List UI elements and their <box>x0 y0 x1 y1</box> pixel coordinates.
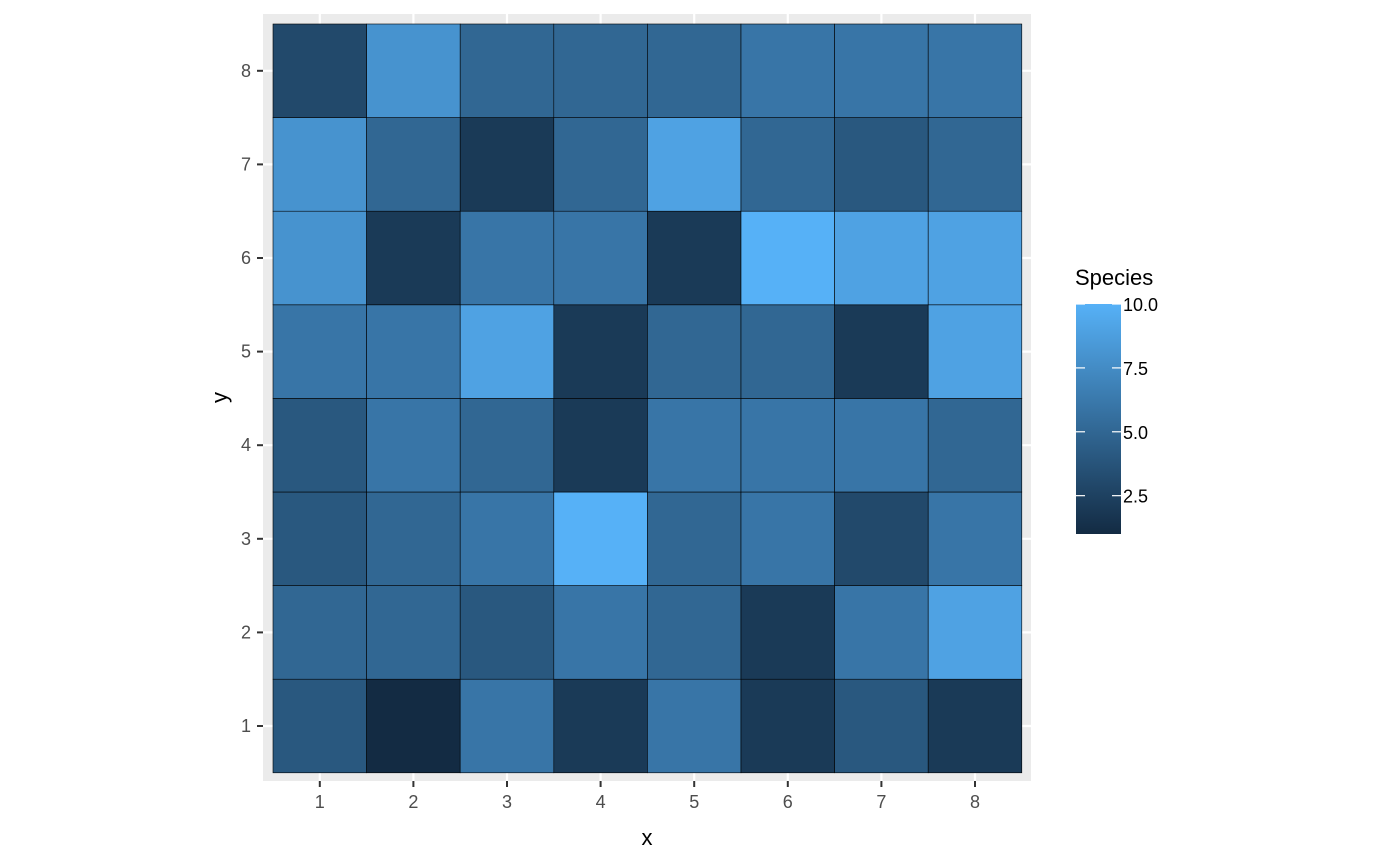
y-axis: 1 2 3 4 5 6 7 8 <box>241 61 263 736</box>
heatmap-tile <box>272 210 367 306</box>
x-tick-label: 3 <box>502 792 512 812</box>
heatmap-tile <box>927 304 1023 399</box>
legend-colorbar <box>1076 304 1121 534</box>
heatmap-tile <box>740 117 835 212</box>
heatmap-tile <box>647 117 742 212</box>
heatmap-tile <box>740 304 835 399</box>
heatmap-tile <box>272 678 367 774</box>
heatmap-tile <box>272 398 367 493</box>
heatmap-tile <box>647 585 742 680</box>
x-tick-label: 6 <box>783 792 793 812</box>
heatmap-tile <box>740 678 835 774</box>
y-tick-label: 1 <box>241 716 251 736</box>
heatmap-tile <box>553 117 648 212</box>
heatmap-tile <box>459 117 555 212</box>
legend-break-label: 2.5 <box>1123 487 1148 507</box>
heatmap-tile <box>553 304 648 399</box>
heatmap-tile <box>366 398 461 493</box>
heatmap-tile <box>459 491 555 586</box>
heatmap-tile <box>647 678 742 774</box>
heatmap-tile <box>459 23 555 118</box>
color-legend: Species 2.5 5.0 7.5 10.0 <box>1075 265 1158 534</box>
y-tick-label: 3 <box>241 529 251 549</box>
y-tick-label: 8 <box>241 61 251 81</box>
heatmap-tile <box>834 210 929 306</box>
heatmap-tile <box>553 491 648 586</box>
y-tick-label: 5 <box>241 342 251 362</box>
heatmap-tile <box>740 210 835 306</box>
heatmap-tile <box>647 210 742 306</box>
x-axis-title: x <box>642 825 653 850</box>
heatmap-tile <box>272 117 367 212</box>
heatmap-tile <box>927 678 1023 774</box>
x-tick-label: 2 <box>408 792 418 812</box>
y-tick-label: 2 <box>241 622 251 642</box>
x-tick-label: 4 <box>596 792 606 812</box>
heatmap-tile <box>927 398 1023 493</box>
heatmap-tile <box>366 678 461 774</box>
heatmap-tile <box>740 23 835 118</box>
legend-title: Species <box>1075 265 1153 290</box>
heatmap-tile <box>927 585 1023 680</box>
heatmap-tile <box>553 23 648 118</box>
heatmap-tile <box>366 491 461 586</box>
heatmap-tile <box>272 304 367 399</box>
heatmap-tile <box>553 210 648 306</box>
heatmap-tile <box>553 398 648 493</box>
y-axis-title: y <box>207 392 232 403</box>
x-tick-label: 1 <box>315 792 325 812</box>
heatmap-tile <box>647 491 742 586</box>
heatmap-tile <box>366 304 461 399</box>
y-tick-label: 6 <box>241 248 251 268</box>
heatmap-tile <box>927 23 1023 118</box>
heatmap-tile <box>366 585 461 680</box>
heatmap-tile <box>459 678 555 774</box>
heatmap-tile <box>834 23 929 118</box>
y-tick-label: 7 <box>241 154 251 174</box>
heatmap-tile <box>740 585 835 680</box>
heatmap-tile <box>459 210 555 306</box>
legend-break-label: 10.0 <box>1123 295 1158 315</box>
heatmap-tile <box>366 23 461 118</box>
legend-break-label: 5.0 <box>1123 423 1148 443</box>
heatmap-tile <box>647 304 742 399</box>
heatmap-tile <box>459 304 555 399</box>
heatmap-tile <box>647 23 742 118</box>
x-axis: 1 2 3 4 5 6 7 8 <box>315 781 980 812</box>
x-tick-label: 8 <box>970 792 980 812</box>
heatmap-tile <box>927 117 1023 212</box>
heatmap-tile <box>834 491 929 586</box>
heatmap-tile <box>647 398 742 493</box>
heatmap-tile <box>459 398 555 493</box>
heatmap-tile <box>272 491 367 586</box>
heatmap-tile <box>834 585 929 680</box>
heatmap-tile <box>834 304 929 399</box>
heatmap-tile <box>834 117 929 212</box>
heatmap-tile <box>553 678 648 774</box>
heatmap-tile <box>834 678 929 774</box>
heatmap-tile <box>927 491 1023 586</box>
heatmap-tiles <box>272 23 1023 774</box>
heatmap-tile <box>834 398 929 493</box>
x-tick-label: 7 <box>876 792 886 812</box>
heatmap-tile <box>366 210 461 306</box>
heatmap-tile <box>740 491 835 586</box>
y-tick-label: 4 <box>241 435 251 455</box>
heatmap-tile <box>272 23 367 118</box>
heatmap-tile <box>366 117 461 212</box>
heatmap-tile <box>927 210 1023 306</box>
heatmap-tile <box>740 398 835 493</box>
x-tick-label: 5 <box>689 792 699 812</box>
heatmap-tile <box>553 585 648 680</box>
heatmap-tile <box>272 585 367 680</box>
legend-break-label: 7.5 <box>1123 359 1148 379</box>
heatmap-tile <box>459 585 555 680</box>
